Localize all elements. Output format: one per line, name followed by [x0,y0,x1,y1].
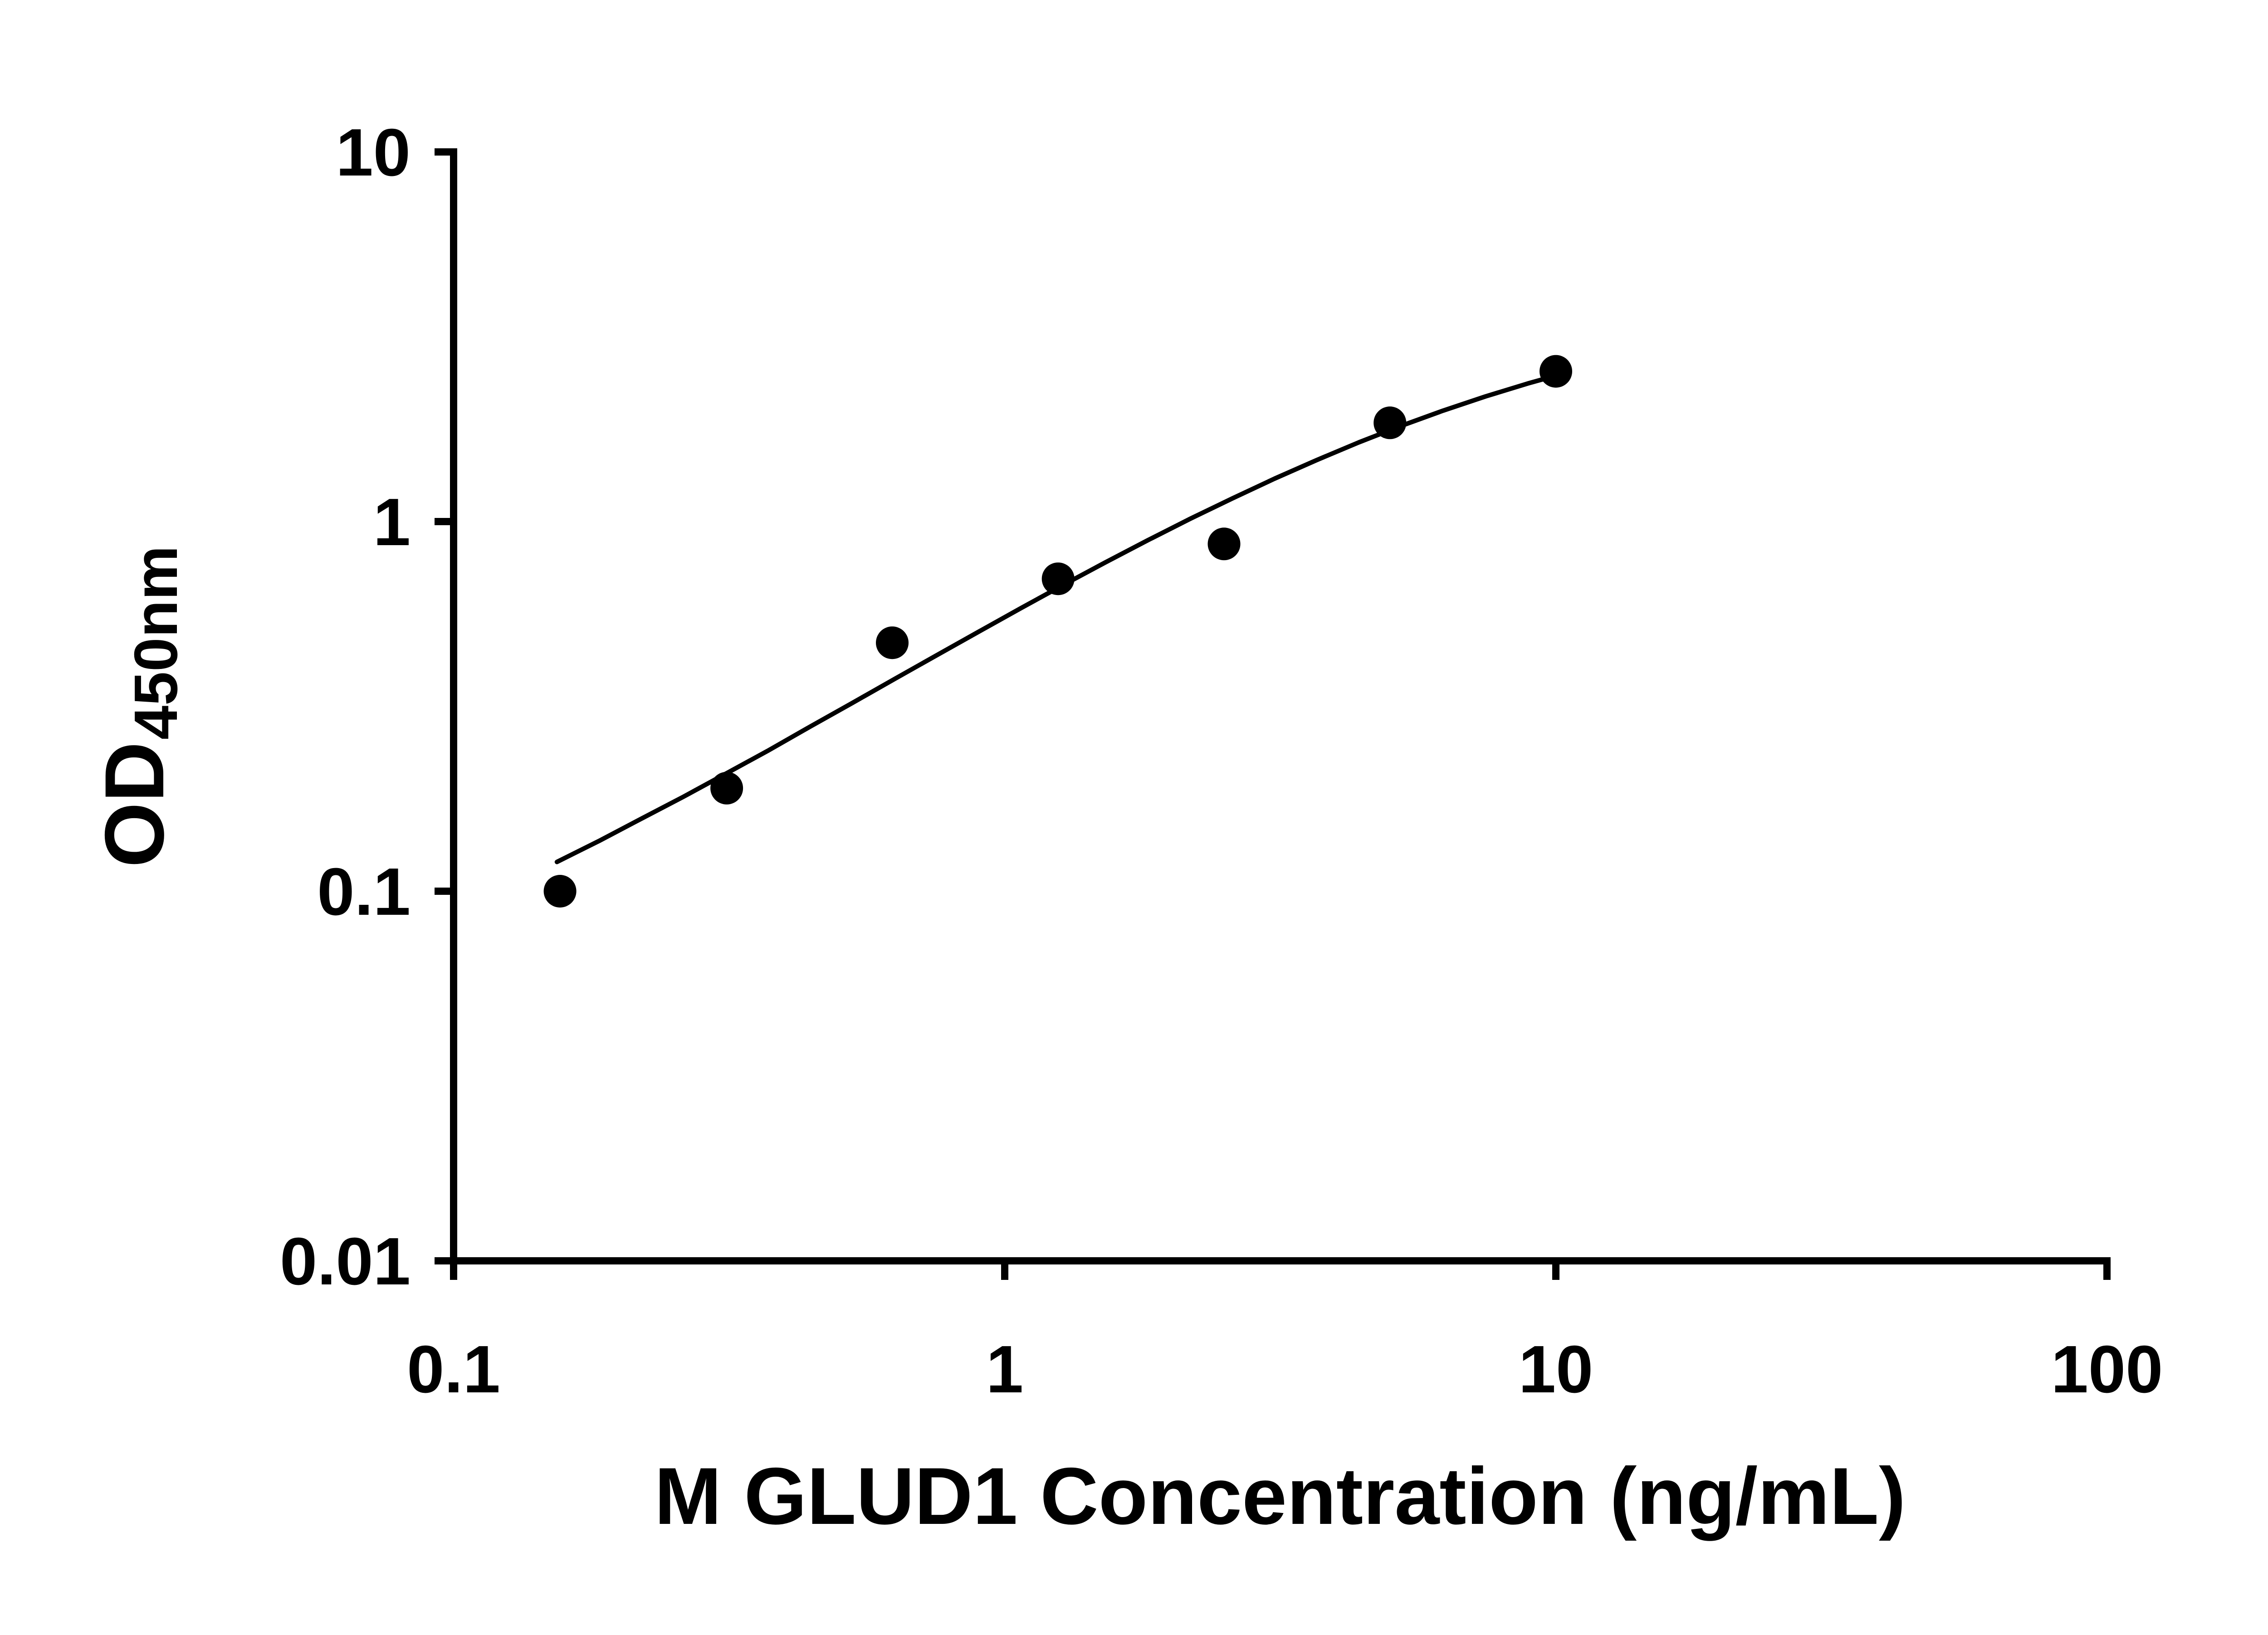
data-point [1540,355,1572,388]
data-points [543,355,1572,908]
data-point [543,875,577,908]
x-axis-title: M GLUD1 Concentration (ng/mL) [655,1451,1906,1541]
y-axis-title: OD 450nm [88,546,190,868]
x-axis-ticks [450,1261,2111,1280]
data-point [1041,562,1075,595]
y-tick-label: 0.1 [317,854,411,929]
x-tick-label: 0.1 [407,1332,500,1407]
y-axis-tick-labels: 0.01 0.1 1 10 [280,115,411,1299]
x-axis-tick-labels: 0.1 1 10 100 [407,1332,2163,1407]
axis-frame [450,148,2111,1264]
x-tick-label: 100 [2051,1332,2163,1407]
x-tick-label: 1 [986,1332,1023,1407]
y-tick-label: 10 [336,115,411,190]
data-point [1207,527,1241,561]
y-tick-label: 1 [373,485,411,560]
data-point [1374,406,1407,439]
y-axis-title-subscript: 450nm [122,546,190,740]
fit-curve-line [554,369,1572,864]
x-tick-label: 10 [1519,1332,1593,1407]
y-tick-label: 0.01 [280,1224,411,1299]
data-point [876,626,909,659]
y-axis-ticks [435,148,454,1264]
data-point [710,771,743,805]
y-axis-title-main: OD [88,742,181,868]
